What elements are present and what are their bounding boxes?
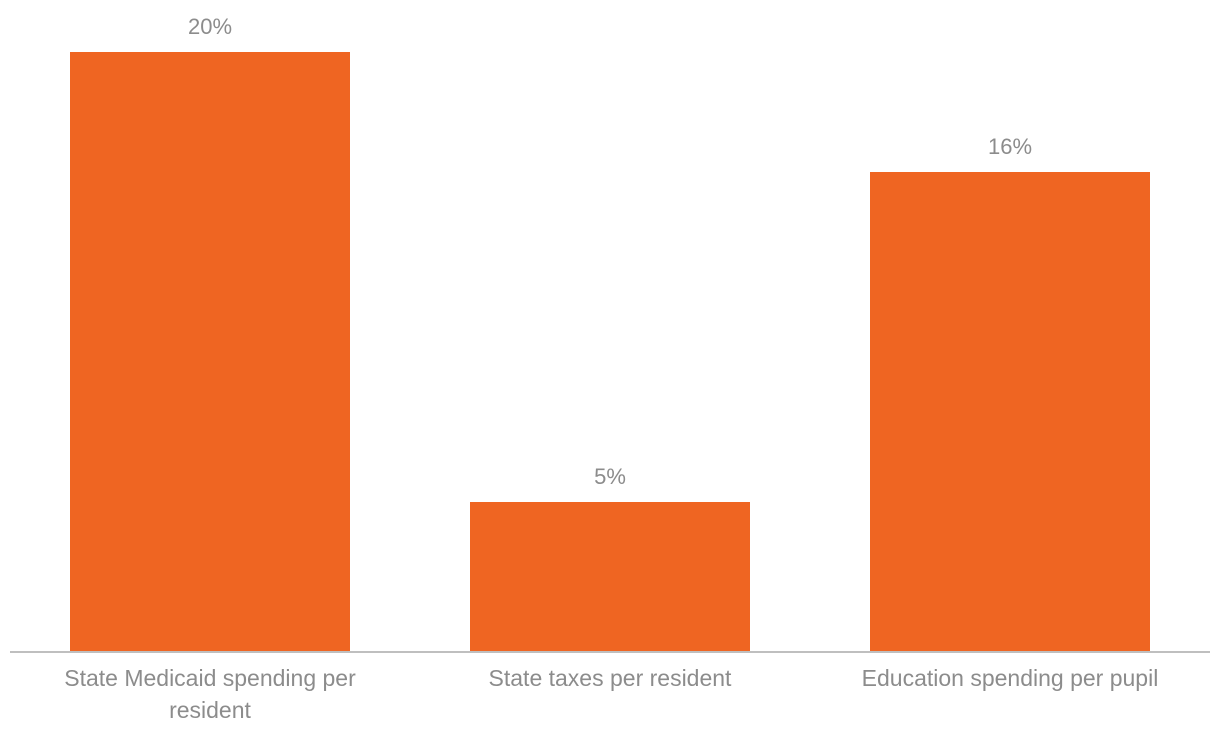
data-label-2: 5%	[594, 464, 626, 489]
category-label-line: Education spending per pupil	[862, 665, 1159, 691]
bar-2	[470, 502, 750, 652]
data-label-1: 20%	[188, 14, 232, 39]
bar-3	[870, 172, 1150, 652]
bars-group	[70, 52, 1150, 652]
bar-1	[70, 52, 350, 652]
category-label-2: State taxes per resident	[489, 665, 733, 691]
category-label-1: State Medicaid spending per resident	[64, 665, 356, 723]
category-label-3: Education spending per pupil	[862, 665, 1159, 691]
category-label-line: State taxes per resident	[489, 665, 733, 691]
value-labels-group: 20% 5% 16%	[188, 14, 1032, 489]
category-label-line: State Medicaid spending per	[64, 665, 356, 691]
category-labels-group: State Medicaid spending per residentState…	[64, 665, 1158, 723]
data-label-3: 16%	[988, 134, 1032, 159]
category-label-line: resident	[169, 697, 251, 723]
